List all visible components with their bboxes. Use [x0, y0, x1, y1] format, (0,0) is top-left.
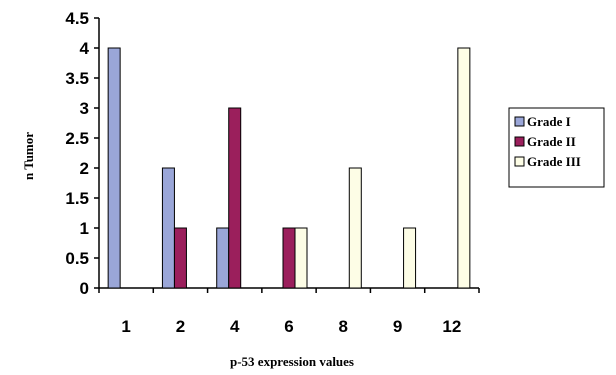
bar-grade-i-2 — [161, 167, 175, 289]
bars — [107, 47, 471, 289]
legend-swatch — [514, 116, 525, 127]
legend-label: Grade I — [527, 114, 571, 129]
y-tick-label: 0 — [80, 279, 89, 298]
y-tick-label: 1.5 — [65, 189, 89, 208]
x-axis-title: p-53 expression values — [230, 354, 354, 369]
bar-grade-iii-12 — [457, 47, 471, 289]
x-tick-label: 2 — [176, 317, 185, 336]
x-axis: 1 2 4 6 8 9 12 — [98, 287, 480, 336]
x-tick-label: 6 — [284, 317, 293, 336]
legend: Grade I Grade II Grade III — [508, 107, 605, 188]
x-tick-label: 4 — [230, 317, 240, 336]
y-axis-title: n Tumor — [21, 132, 36, 180]
legend-label: Grade II — [527, 134, 576, 149]
legend-swatch — [514, 136, 525, 147]
bar-grade-ii-4 — [228, 107, 242, 289]
y-axis: 0 0.5 1 1.5 2 2.5 3 3.5 4 4.5 — [65, 9, 100, 298]
bar-grade-ii-2 — [173, 227, 187, 289]
bar-grade-iii-9 — [403, 227, 417, 289]
y-tick-label: 2.5 — [65, 129, 89, 148]
y-tick-label: 4 — [80, 39, 90, 58]
x-tick-label: 8 — [339, 317, 348, 336]
legend-swatch — [514, 156, 525, 167]
bar-grade-iii-8 — [348, 167, 362, 289]
legend-box — [508, 107, 605, 188]
x-tick-label: 1 — [121, 317, 130, 336]
x-tick-label: 9 — [393, 317, 402, 336]
y-tick-label: 0.5 — [65, 249, 89, 268]
y-tick-label: 3.5 — [65, 69, 89, 88]
x-tick-label: 12 — [442, 317, 461, 336]
y-tick-label: 3 — [80, 99, 89, 118]
y-tick-label: 1 — [80, 219, 89, 238]
y-tick-label: 4.5 — [65, 9, 89, 28]
bar-grade-i-1 — [107, 47, 121, 289]
bar-grade-i-4 — [216, 227, 230, 289]
legend-label: Grade III — [527, 154, 581, 169]
y-tick-label: 2 — [80, 159, 89, 178]
bar-grade-iii-6 — [294, 227, 308, 289]
bar-grade-ii-6 — [282, 227, 296, 289]
